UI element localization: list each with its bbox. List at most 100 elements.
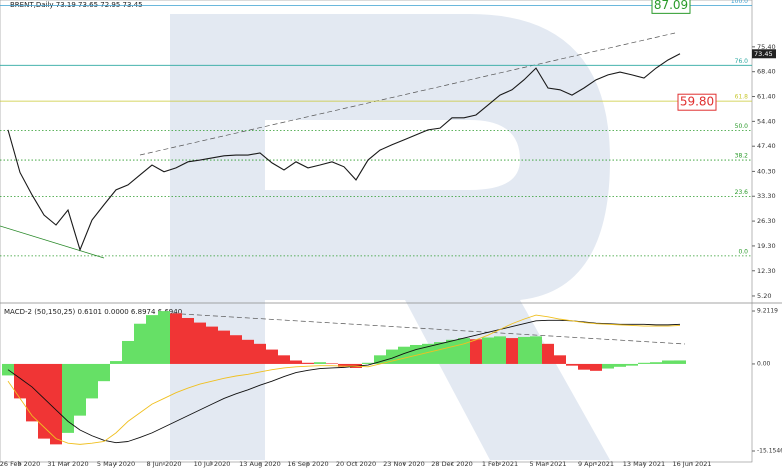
- histogram-bar: [650, 362, 662, 364]
- fib-label: 23.6: [735, 189, 749, 196]
- x-tick-label: 23 Nov 2020: [383, 460, 425, 468]
- histogram-bar: [50, 363, 62, 445]
- histogram-bar: [638, 362, 650, 364]
- histogram-bar: [98, 363, 110, 382]
- trend-line: [0, 225, 105, 259]
- histogram-bar: [662, 360, 674, 364]
- price-label: 87.09: [654, 0, 688, 12]
- histogram-bar: [242, 339, 254, 364]
- fib-label: 0.0: [738, 248, 748, 255]
- last-price-box: [752, 49, 776, 59]
- histogram-bar: [434, 342, 446, 364]
- histogram-bar: [602, 363, 614, 369]
- histogram-bar: [326, 363, 338, 364]
- histogram-bar: [506, 338, 518, 364]
- x-tick-label: 13 May 2021: [623, 460, 665, 468]
- series-line: [7, 314, 681, 445]
- trend-line: [139, 32, 676, 156]
- y-tick-label: -15.1546: [757, 447, 782, 454]
- histogram-bar: [374, 355, 386, 364]
- y-tick-label: 5.20: [757, 292, 771, 300]
- histogram-bar: [38, 363, 50, 439]
- y-tick-label: 19.30: [757, 242, 776, 250]
- histogram-bar: [122, 340, 134, 364]
- y-tick-label: 68.40: [757, 68, 776, 76]
- histogram-bar: [218, 330, 230, 364]
- histogram-bar: [230, 335, 242, 364]
- x-tick-label: 5 Mar 2021: [529, 460, 566, 468]
- fib-label: 100.0: [731, 0, 748, 5]
- price-label: 59.80: [680, 95, 714, 109]
- histogram-bar: [410, 344, 422, 364]
- y-tick-label: 9.2119: [757, 308, 778, 315]
- histogram-bar: [554, 355, 566, 364]
- x-tick-label: 9 Apr 2021: [578, 460, 614, 468]
- histogram-bar: [494, 336, 506, 364]
- indicator-title: MACD-2 (50,150,25) 0.6101 0.0000 6.8974 …: [4, 308, 182, 316]
- y-tick-label: 12.30: [757, 267, 776, 275]
- y-tick-label: 33.30: [757, 192, 776, 200]
- y-tick-label: 75.40: [757, 43, 776, 51]
- histogram-bar: [470, 339, 482, 364]
- histogram-bar: [302, 362, 314, 364]
- x-tick-label: 16 Jun 2021: [672, 460, 711, 468]
- x-tick-label: 8 Jun 2020: [147, 460, 182, 468]
- histogram-bar: [446, 339, 458, 364]
- histogram-bar: [566, 363, 578, 366]
- plot-frame: [0, 0, 753, 463]
- histogram-bar: [266, 349, 278, 364]
- histogram-bar: [590, 363, 602, 371]
- histogram-bar: [278, 355, 290, 364]
- histogram-bar: [134, 323, 146, 364]
- histogram-bar: [314, 362, 326, 364]
- histogram-bar: [362, 362, 374, 364]
- histogram-bar: [146, 315, 158, 364]
- y-tick-label: 54.40: [757, 117, 776, 125]
- price-label-box: [651, 0, 691, 14]
- x-tick-label: 28 Dec 2020: [431, 460, 473, 468]
- histogram-bar: [338, 363, 350, 367]
- histogram-bar: [74, 363, 86, 416]
- y-tick-label: 61.40: [757, 93, 776, 101]
- x-tick-label: 5 May 2020: [97, 460, 135, 468]
- last-price: 73.45: [754, 50, 773, 58]
- price-label-box: [677, 93, 717, 111]
- y-tick-label: 40.30: [757, 167, 776, 175]
- x-tick-label: 16 Sep 2020: [287, 460, 328, 468]
- histogram-bar: [158, 311, 170, 364]
- x-tick-label: 20 Oct 2020: [336, 460, 376, 468]
- histogram-bar: [578, 363, 590, 370]
- x-tick-label: 1 Feb 2021: [482, 460, 518, 468]
- histogram-bar: [62, 363, 74, 433]
- histogram-bar: [674, 360, 686, 364]
- histogram-bar: [86, 363, 98, 399]
- histogram-bar: [2, 363, 14, 376]
- histogram-bar: [398, 346, 410, 364]
- histogram-bar: [518, 336, 530, 364]
- histogram-bar: [182, 317, 194, 364]
- fib-label: 50.0: [735, 123, 749, 130]
- histogram-bar: [206, 326, 218, 364]
- histogram-bar: [110, 361, 122, 364]
- histogram-bar: [254, 343, 266, 364]
- trend-line: [164, 312, 686, 345]
- fib-label: 61.8: [735, 94, 749, 101]
- y-tick-label: 0.00: [757, 360, 771, 367]
- histogram-bar: [626, 363, 638, 366]
- histogram-bar: [14, 363, 26, 399]
- y-tick-label: 26.30: [757, 217, 776, 225]
- histogram-bar: [530, 336, 542, 364]
- y-tick-label: 47.40: [757, 142, 776, 150]
- fib-label: 38.2: [735, 153, 749, 160]
- x-tick-label: 13 Aug 2020: [239, 460, 281, 468]
- x-tick-label: 10 Jul 2020: [194, 460, 231, 468]
- histogram-bar: [290, 360, 302, 364]
- histogram-bar: [26, 363, 38, 422]
- histogram-bar: [170, 313, 182, 364]
- series-line: [7, 53, 681, 252]
- x-tick-label: 26 Feb 2020: [0, 460, 40, 468]
- x-tick-label: 31 Mar 2020: [47, 460, 88, 468]
- fib-label: 76.0: [735, 58, 749, 65]
